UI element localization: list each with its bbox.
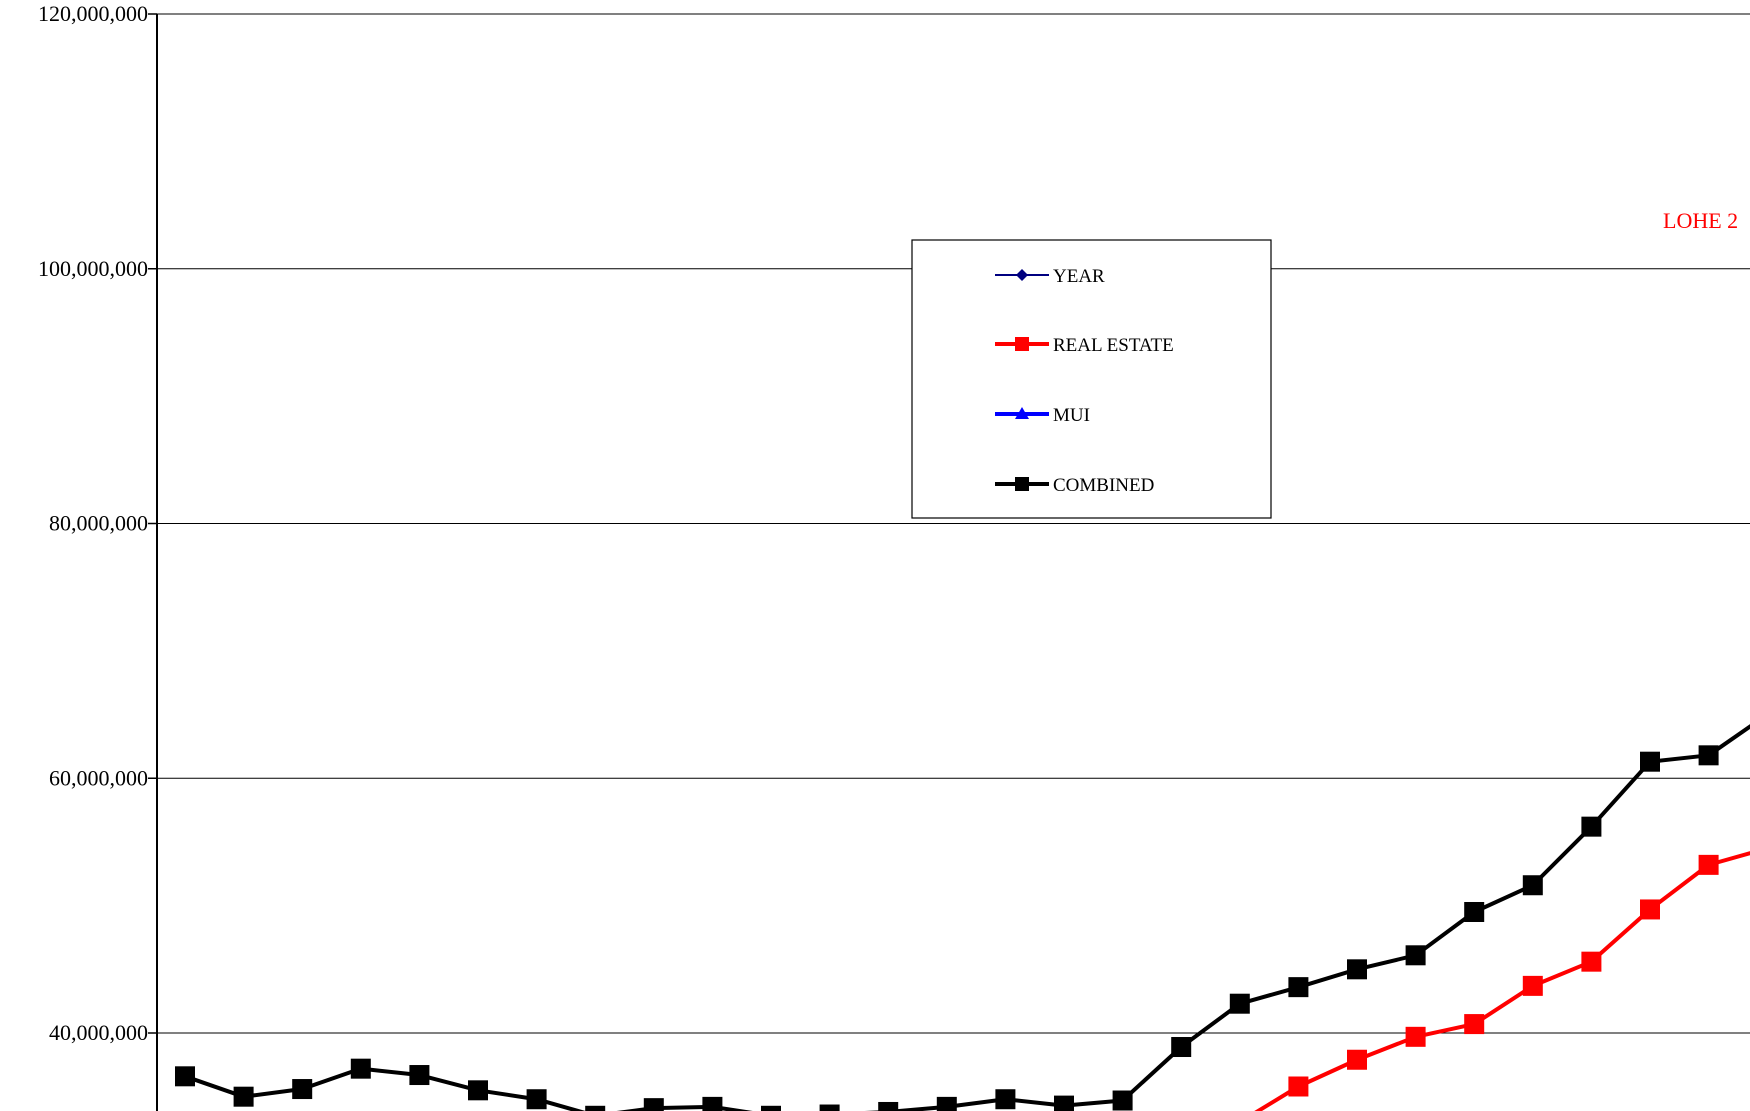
- data-point: [292, 1079, 313, 1100]
- data-point: [1698, 745, 1719, 766]
- series-layer: [175, 724, 1750, 1111]
- legend-label: MUI: [1053, 405, 1090, 426]
- legend-box: [911, 239, 1272, 519]
- data-point: [1112, 1090, 1133, 1111]
- y-tick-label: 40,000,000: [49, 1020, 148, 1045]
- data-point: [1581, 816, 1602, 837]
- series-real-estate: [1254, 851, 1750, 1111]
- data-point: [702, 1096, 723, 1111]
- data-point: [526, 1089, 547, 1110]
- data-point: [1464, 1014, 1485, 1035]
- legend-marker-diamond: [1016, 269, 1028, 281]
- data-point: [175, 1066, 195, 1087]
- data-point: [1698, 854, 1719, 875]
- data-point: [1288, 1076, 1309, 1097]
- legend-label: COMBINED: [1053, 475, 1154, 496]
- y-tick-label: 60,000,000: [49, 765, 148, 790]
- data-point: [585, 1105, 606, 1111]
- data-point: [1522, 975, 1543, 996]
- legend-label: YEAR: [1053, 266, 1105, 287]
- annotation-label: LOHE 2: [1663, 208, 1738, 233]
- series-line: [1254, 851, 1750, 1111]
- data-point: [1405, 1026, 1426, 1047]
- y-tick-label: 100,000,000: [38, 256, 148, 281]
- data-point: [1288, 977, 1309, 998]
- legend-item-combined: COMBINED: [995, 475, 1154, 496]
- data-point: [1522, 875, 1543, 896]
- legend-item-year: YEAR: [995, 266, 1105, 287]
- data-point: [995, 1089, 1016, 1110]
- series-line: [184, 724, 1750, 1111]
- data-point: [643, 1098, 664, 1111]
- data-point: [1054, 1095, 1074, 1111]
- legend-marker-square: [1015, 477, 1029, 491]
- legend-marker-square: [1015, 337, 1029, 351]
- data-point: [1464, 901, 1485, 922]
- y-tick-label: 80,000,000: [49, 511, 148, 536]
- data-point: [409, 1065, 430, 1086]
- data-point: [1581, 951, 1602, 972]
- legend-item-real-estate: REAL ESTATE: [995, 335, 1174, 356]
- legend-label: REAL ESTATE: [1053, 335, 1174, 356]
- data-point: [1347, 1049, 1367, 1070]
- data-point: [233, 1086, 254, 1107]
- data-point: [936, 1096, 957, 1111]
- data-point: [1347, 959, 1367, 980]
- legend-item-mui: MUI: [995, 405, 1090, 426]
- data-point: [1405, 945, 1426, 966]
- data-point: [819, 1104, 840, 1111]
- series-combined: [175, 724, 1750, 1111]
- data-point: [878, 1101, 899, 1111]
- data-point: [1640, 899, 1660, 920]
- data-point: [1171, 1037, 1192, 1058]
- data-point: [468, 1080, 488, 1101]
- legend-items: YEAR REAL ESTATE MUI COMBINED: [995, 266, 1174, 496]
- legend-marker-triangle: [1015, 407, 1029, 419]
- legend: YEAR REAL ESTATE MUI COMBINED: [911, 239, 1272, 519]
- y-axis-ticks: 120,000,000 100,000,000 80,000,000 60,000,0…: [38, 1, 157, 1045]
- y-tick-label: 120,000,000: [38, 1, 148, 26]
- gridlines: [157, 13, 1750, 1034]
- data-point: [1640, 751, 1660, 772]
- data-point: [761, 1105, 781, 1111]
- data-point: [350, 1058, 371, 1079]
- data-point: [1229, 993, 1250, 1014]
